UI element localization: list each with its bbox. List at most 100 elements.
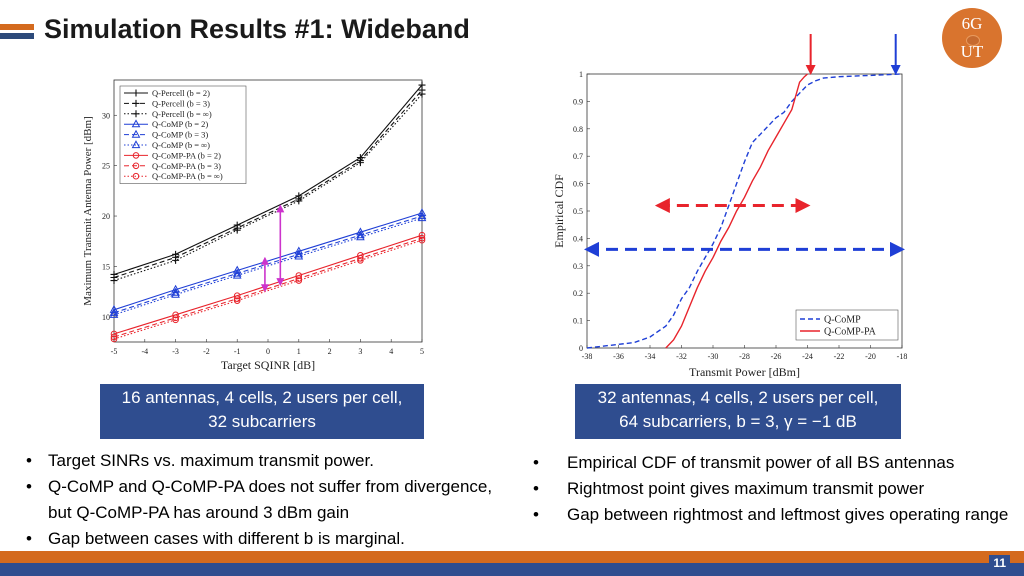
- y-tick-label: 0.2: [573, 289, 583, 298]
- x-tick-label: -24: [802, 352, 813, 361]
- left-caption-line1: 16 antennas, 4 cells, 2 users per cell,: [121, 388, 403, 407]
- x-tick-label: 2: [328, 347, 332, 356]
- title-accent-orange: [0, 24, 34, 30]
- x-axis-label: Transmit Power [dBm]: [689, 365, 800, 379]
- legend-marker: [132, 89, 140, 97]
- data-point: [418, 90, 426, 98]
- x-axis-label: Target SQINR [dB]: [221, 358, 315, 372]
- y-tick-label: 20: [102, 212, 110, 221]
- legend-label: Q-CoMP-PA (b = 3): [152, 161, 221, 171]
- legend-label: Q-CoMP (b = 2): [152, 119, 208, 129]
- list-item: Empirical CDF of transmit power of all B…: [527, 450, 1024, 476]
- data-point: [417, 208, 427, 217]
- series-line: [113, 93, 423, 282]
- right-bullet-list: Empirical CDF of transmit power of all B…: [527, 450, 1024, 528]
- legend-label: Q-CoMP (b = 3): [152, 130, 208, 140]
- legend-label: Q-CoMP-PA: [824, 327, 877, 338]
- data-point: [233, 295, 241, 302]
- list-item: Rightmost point gives maximum transmit p…: [527, 476, 1024, 502]
- x-tick-label: -3: [172, 347, 179, 356]
- slide-title: Simulation Results #1: Wideband: [44, 14, 470, 44]
- y-axis-label: Maximum Transmit Antenna Power [dBm]: [82, 116, 94, 305]
- x-tick-label: 1: [297, 347, 301, 356]
- x-tick-label: -1: [234, 347, 241, 356]
- data-point: [294, 249, 304, 258]
- series-line: [113, 84, 423, 276]
- title-accent-blue: [0, 33, 34, 39]
- data-point: [110, 277, 118, 285]
- legend-box: [795, 309, 899, 341]
- x-tick-label: -22: [834, 352, 845, 361]
- data-point: [110, 333, 118, 341]
- plot-area: [586, 73, 903, 349]
- data-point: [171, 287, 180, 296]
- y-axis-label: Empirical CDF: [552, 174, 566, 248]
- logo-emblem-icon: [966, 35, 980, 46]
- x-tick-label: -5: [111, 347, 118, 356]
- x-tick-label: -34: [645, 352, 656, 361]
- x-tick-label: -38: [582, 352, 593, 361]
- y-tick-label: 30: [102, 111, 110, 120]
- y-tick-label: 0.3: [573, 262, 583, 271]
- data-point: [356, 159, 364, 167]
- x-tick-label: -28: [739, 352, 750, 361]
- cdf-line: [586, 73, 903, 349]
- list-item: Gap between cases with different b is ma…: [22, 526, 512, 552]
- list-item: Q-CoMP and Q-CoMP-PA does not suffer fro…: [22, 474, 512, 526]
- data-point: [295, 277, 303, 284]
- legend-label: Q-CoMP (b = ∞): [152, 140, 210, 150]
- y-tick-label: 15: [102, 262, 110, 271]
- y-tick-label: 10: [102, 313, 110, 322]
- legend-label: Q-Percell (b = ∞): [152, 109, 212, 119]
- left-chart-caption: 16 antennas, 4 cells, 2 users per cell, …: [100, 384, 424, 439]
- y-tick-label: 0.1: [573, 317, 583, 326]
- y-tick-label: 0: [579, 344, 583, 353]
- legend-label: Q-CoMP: [824, 315, 861, 326]
- data-point: [233, 297, 241, 304]
- page-number: 11: [989, 555, 1010, 571]
- data-point: [232, 268, 242, 277]
- data-point: [171, 289, 180, 298]
- legend-label: Q-Percell (b = 3): [152, 98, 210, 108]
- logo-text-bottom: UT: [960, 42, 984, 61]
- footer-accent-blue: [0, 563, 1024, 576]
- data-point: [357, 257, 364, 264]
- legend-marker: [132, 172, 140, 180]
- data-point: [109, 309, 119, 318]
- x-tick-label: 3: [358, 347, 362, 356]
- x-tick-label: -18: [897, 352, 908, 361]
- data-point: [110, 335, 118, 343]
- y-tick-label: 25: [102, 162, 110, 171]
- data-point: [233, 226, 241, 234]
- legend-marker: [132, 162, 140, 170]
- data-point: [356, 232, 365, 241]
- x-tick-label: -30: [708, 352, 719, 361]
- list-item: Target SINRs vs. maximum transmit power.: [22, 448, 512, 474]
- y-tick-label: 0.8: [573, 125, 583, 134]
- cdf-line: [665, 73, 808, 349]
- right-chart-caption: 32 antennas, 4 cells, 2 users per cell, …: [575, 384, 901, 439]
- data-point: [109, 307, 119, 316]
- x-tick-label: -20: [865, 352, 876, 361]
- data-point: [418, 231, 426, 239]
- x-tick-label: 0: [266, 347, 270, 356]
- legend-marker: [132, 99, 140, 107]
- list-item: Gap between rightmost and leftmost gives…: [527, 502, 1024, 528]
- data-point: [418, 236, 426, 244]
- y-tick-label: 0.6: [573, 180, 583, 189]
- logo-text-top: 6G: [961, 14, 983, 33]
- y-tick-label: 0.7: [573, 152, 583, 161]
- legend-label: Q-Percell (b = 2): [152, 88, 210, 98]
- legend-label: Q-CoMP-PA (b = 2): [152, 150, 221, 160]
- legend-marker: [132, 110, 140, 118]
- data-point: [357, 255, 364, 262]
- data-point: [295, 275, 303, 282]
- data-point: [356, 230, 365, 239]
- data-point: [232, 270, 242, 279]
- x-tick-label: -2: [203, 347, 210, 356]
- data-point: [295, 197, 303, 205]
- data-point: [294, 251, 304, 260]
- 6g-ut-logo: 6G UT: [942, 8, 1002, 68]
- footer-accent-orange: [0, 551, 1024, 563]
